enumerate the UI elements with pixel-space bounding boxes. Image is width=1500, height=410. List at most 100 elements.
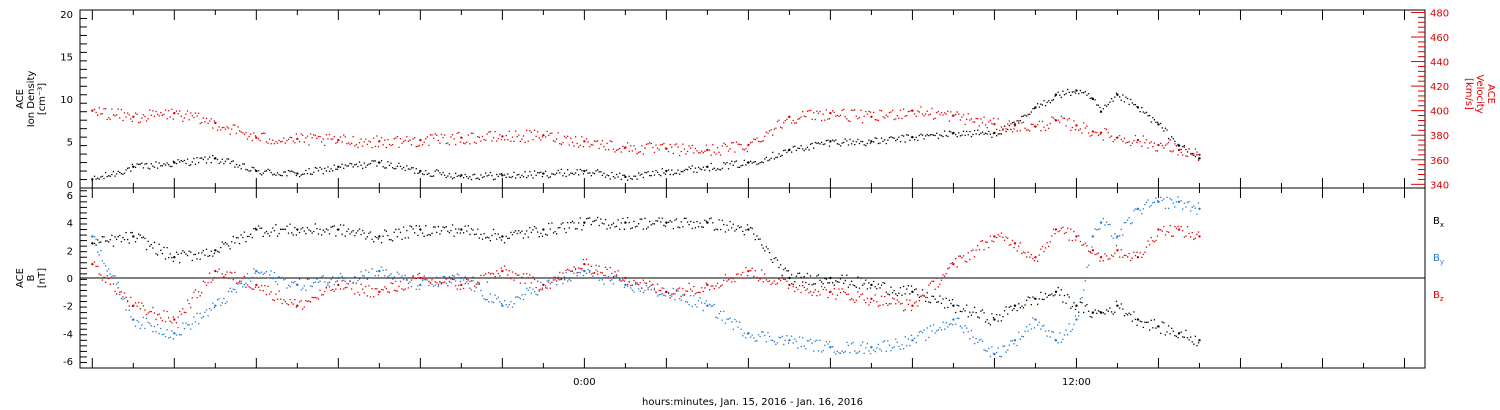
data-dot <box>596 270 599 273</box>
data-dot <box>472 174 474 176</box>
data-dot <box>489 171 492 174</box>
data-dot <box>986 350 988 352</box>
data-dot <box>544 285 547 287</box>
data-dot <box>489 293 492 295</box>
data-dot <box>877 142 880 145</box>
data-dot <box>171 165 173 168</box>
data-point <box>870 297 873 300</box>
data-dot <box>639 282 641 284</box>
data-dot <box>240 131 242 133</box>
data-dot <box>981 122 984 124</box>
data-dot <box>772 261 774 263</box>
data-dot <box>797 288 799 291</box>
data-dot <box>213 120 216 122</box>
data-dot <box>1142 253 1144 256</box>
data-point <box>747 269 750 273</box>
data-dot <box>574 172 577 174</box>
data-dot <box>1044 105 1047 107</box>
data-dot <box>764 158 766 160</box>
data-dot <box>609 227 611 229</box>
data-dot <box>973 256 976 258</box>
data-dot <box>319 228 321 230</box>
data-dot <box>841 288 843 290</box>
data-dot <box>339 288 342 290</box>
data-dot <box>1119 256 1121 258</box>
data-dot <box>779 264 782 266</box>
data-dot <box>884 295 886 298</box>
data-dot <box>245 240 247 243</box>
data-dot <box>891 347 894 349</box>
data-dot <box>967 316 969 318</box>
data-dot <box>201 157 203 159</box>
data-dot <box>128 242 130 244</box>
data-dot <box>373 241 375 243</box>
data-dot <box>996 236 998 239</box>
data-point <box>1054 290 1058 294</box>
data-dot <box>1194 155 1197 158</box>
data-dot <box>696 220 698 223</box>
data-dot <box>395 137 397 139</box>
data-dot <box>108 268 110 270</box>
data-dot <box>1196 151 1198 153</box>
data-dot <box>328 281 331 283</box>
data-dot <box>568 144 570 146</box>
data-point <box>1136 256 1140 259</box>
data-dot <box>182 120 184 122</box>
data-dot <box>984 241 987 243</box>
data-dot <box>407 140 410 142</box>
data-dot <box>805 148 807 150</box>
data-dot <box>142 305 145 307</box>
data-dot <box>708 170 711 172</box>
data-dot <box>1060 289 1062 291</box>
data-dot <box>619 172 621 174</box>
data-dot <box>784 278 786 281</box>
y2-tick-label: 340 <box>1430 180 1449 191</box>
data-dot <box>234 124 236 126</box>
data-dot <box>936 132 938 134</box>
data-dot <box>721 145 723 147</box>
data-dot <box>721 284 723 286</box>
data-dot <box>232 278 234 281</box>
data-dot <box>762 140 764 142</box>
data-dot <box>114 275 116 277</box>
data-dot <box>289 298 291 301</box>
data-dot <box>346 282 348 285</box>
data-dot <box>631 284 633 286</box>
data-dot <box>1128 252 1130 255</box>
data-dot <box>436 231 438 234</box>
data-dot <box>751 162 753 164</box>
data-dot <box>784 149 786 151</box>
data-dot <box>817 290 820 293</box>
data-dot <box>743 277 745 279</box>
data-dot <box>1150 204 1152 207</box>
data-dot <box>731 142 733 144</box>
data-dot <box>841 109 843 111</box>
data-dot <box>458 131 460 134</box>
data-dot <box>682 287 684 290</box>
data-point <box>296 172 299 175</box>
data-dot <box>1029 113 1031 115</box>
data-dot <box>1188 339 1190 341</box>
data-dot <box>1044 247 1047 249</box>
data-dot <box>951 298 954 301</box>
data-dot <box>488 174 490 176</box>
data-dot <box>276 142 279 144</box>
data-dot <box>298 301 301 303</box>
data-dot <box>587 263 589 265</box>
data-dot <box>809 109 812 112</box>
data-dot <box>746 150 749 153</box>
data-dot <box>1094 253 1096 256</box>
data-dot <box>581 267 583 270</box>
data-dot <box>749 160 752 162</box>
data-dot <box>376 270 378 273</box>
data-dot <box>136 237 138 240</box>
data-dot <box>768 130 771 132</box>
data-dot <box>989 119 992 121</box>
data-dot <box>169 253 171 255</box>
y-axis-label-line: ACE <box>15 89 26 109</box>
data-dot <box>145 120 148 122</box>
data-dot <box>576 142 578 145</box>
data-dot <box>530 282 533 284</box>
data-dot <box>757 140 760 142</box>
data-dot <box>123 238 126 241</box>
